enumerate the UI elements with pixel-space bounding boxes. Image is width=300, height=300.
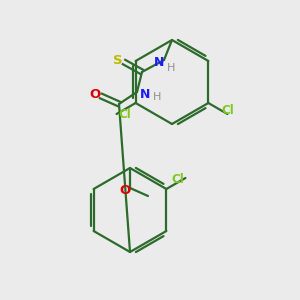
Text: Cl: Cl [118,107,131,121]
Text: Cl: Cl [171,173,184,187]
Text: O: O [89,88,100,101]
Text: S: S [113,53,123,67]
Text: Cl: Cl [221,104,234,118]
Text: H: H [167,63,175,73]
Text: H: H [153,92,161,102]
Text: N: N [140,88,150,100]
Text: O: O [119,184,130,197]
Text: N: N [154,56,164,70]
